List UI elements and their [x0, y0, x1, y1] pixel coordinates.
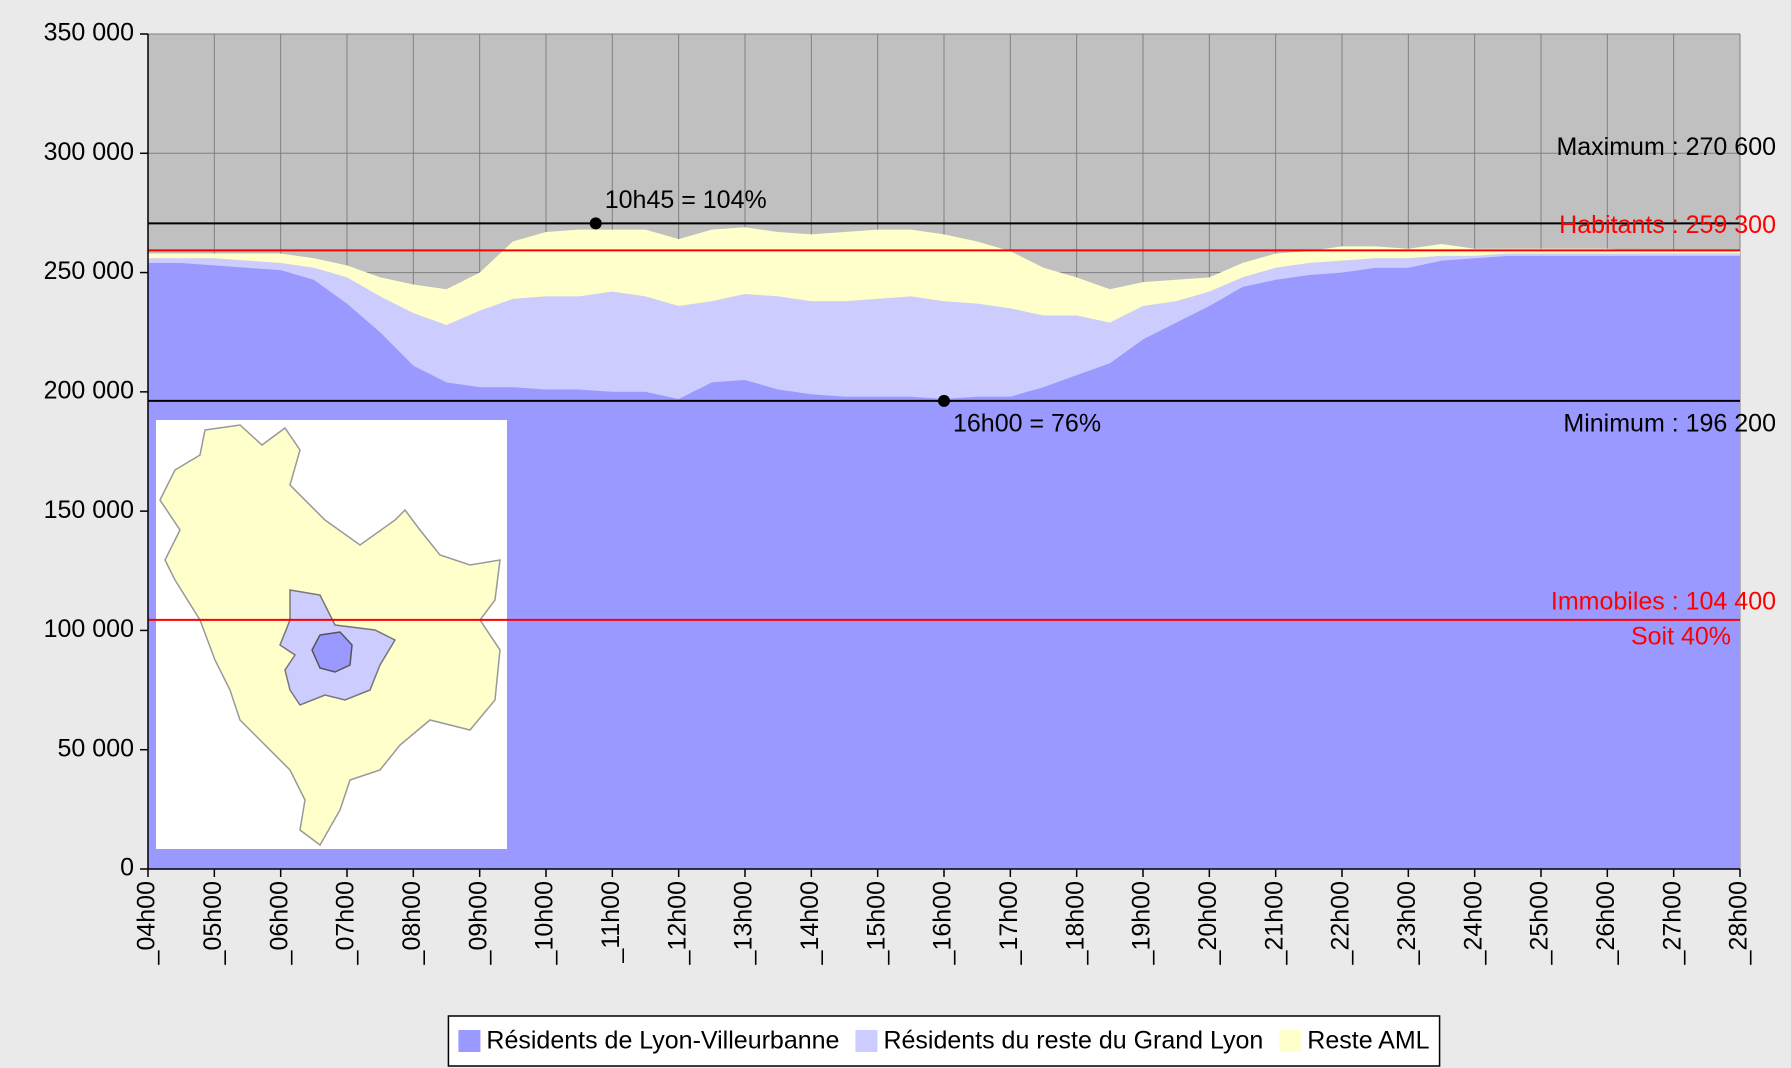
- reference-label: Immobiles : 104 400: [1551, 588, 1776, 616]
- x-tick-label: _07h00: [332, 881, 360, 965]
- legend-swatch: [855, 1030, 878, 1052]
- area: [148, 253, 1740, 400]
- y-tick-label: 50 000: [58, 734, 134, 762]
- y-tick-label: 150 000: [44, 496, 134, 524]
- areas: [148, 227, 1740, 869]
- x-tick-label: _12h00: [663, 881, 691, 965]
- x-tick-label: _25h00: [1526, 881, 1554, 965]
- x-tick-label: _11h00: [597, 881, 625, 964]
- legend-label: Résidents du reste du Grand Lyon: [883, 1027, 1263, 1055]
- area: [148, 255, 1740, 869]
- x-tick-label: _13h00: [730, 881, 758, 965]
- annotation-label: 16h00 = 76%: [953, 410, 1101, 438]
- x-tick-label: _06h00: [265, 881, 293, 965]
- legend-swatch: [1279, 1030, 1302, 1052]
- x-tick-label: _09h00: [464, 881, 492, 965]
- legend-box: [447, 1015, 1441, 1067]
- x-tick-label: _21h00: [1260, 881, 1288, 965]
- annotation-point: [938, 394, 950, 407]
- axes: 0 50 000 100 000 150 000 200 000 250 000 300 0…: [44, 19, 1753, 966]
- x-tick-label: _10h00: [531, 881, 559, 965]
- y-tick-label: 350 000: [44, 19, 134, 47]
- reference-label: Minimum : 196 200: [1563, 410, 1776, 438]
- x-tick-label: _19h00: [1128, 881, 1156, 965]
- y-tick-label: 100 000: [44, 615, 134, 643]
- area: [148, 227, 1740, 326]
- annotation-label: 10h45 = 104%: [605, 186, 767, 214]
- x-tick-label: _22h00: [1327, 881, 1355, 965]
- x-tick-label: _23h00: [1393, 881, 1421, 965]
- x-tick-label: _16h00: [929, 881, 957, 965]
- y-tick-label: 250 000: [44, 257, 134, 285]
- x-tick-label: _15h00: [862, 881, 890, 965]
- reference-label: Habitants : 259 300: [1559, 211, 1776, 239]
- reference-label: Maximum : 270 600: [1556, 133, 1776, 161]
- x-tick-label: _26h00: [1592, 881, 1620, 965]
- reference-sublabel: Soit 40%: [1631, 623, 1731, 651]
- x-tick-label: _20h00: [1194, 881, 1222, 965]
- x-tick-label: _24h00: [1459, 881, 1487, 965]
- annotation-point: [589, 217, 602, 230]
- y-tick-label: 300 000: [44, 138, 134, 166]
- x-tick-label: _17h00: [995, 881, 1023, 965]
- map-lyon-villeurbanne: [311, 631, 353, 673]
- legend-label: Résidents de Lyon-Villeurbanne: [486, 1027, 839, 1055]
- x-tick-label: _28h00: [1725, 881, 1753, 965]
- legend: Résidents de Lyon-Villeurbanne Résidents …: [447, 1015, 1441, 1067]
- legend-label: Reste AML: [1307, 1027, 1429, 1055]
- x-tick-label: _27h00: [1658, 881, 1686, 965]
- x-tick-label: _05h00: [199, 881, 227, 965]
- y-tick-label: 200 000: [44, 376, 134, 404]
- legend-swatch: [458, 1030, 481, 1052]
- x-tick-label: _18h00: [1061, 881, 1089, 965]
- y-tick-label: 0: [120, 854, 134, 882]
- reference-lines: Maximum : 270 600 Habitants : 259 300 Mini…: [148, 133, 1776, 651]
- x-tick-label: _14h00: [796, 881, 824, 965]
- x-tick-label: _08h00: [398, 881, 426, 965]
- x-tick-label: _04h00: [133, 881, 161, 965]
- map-inset: [156, 420, 507, 849]
